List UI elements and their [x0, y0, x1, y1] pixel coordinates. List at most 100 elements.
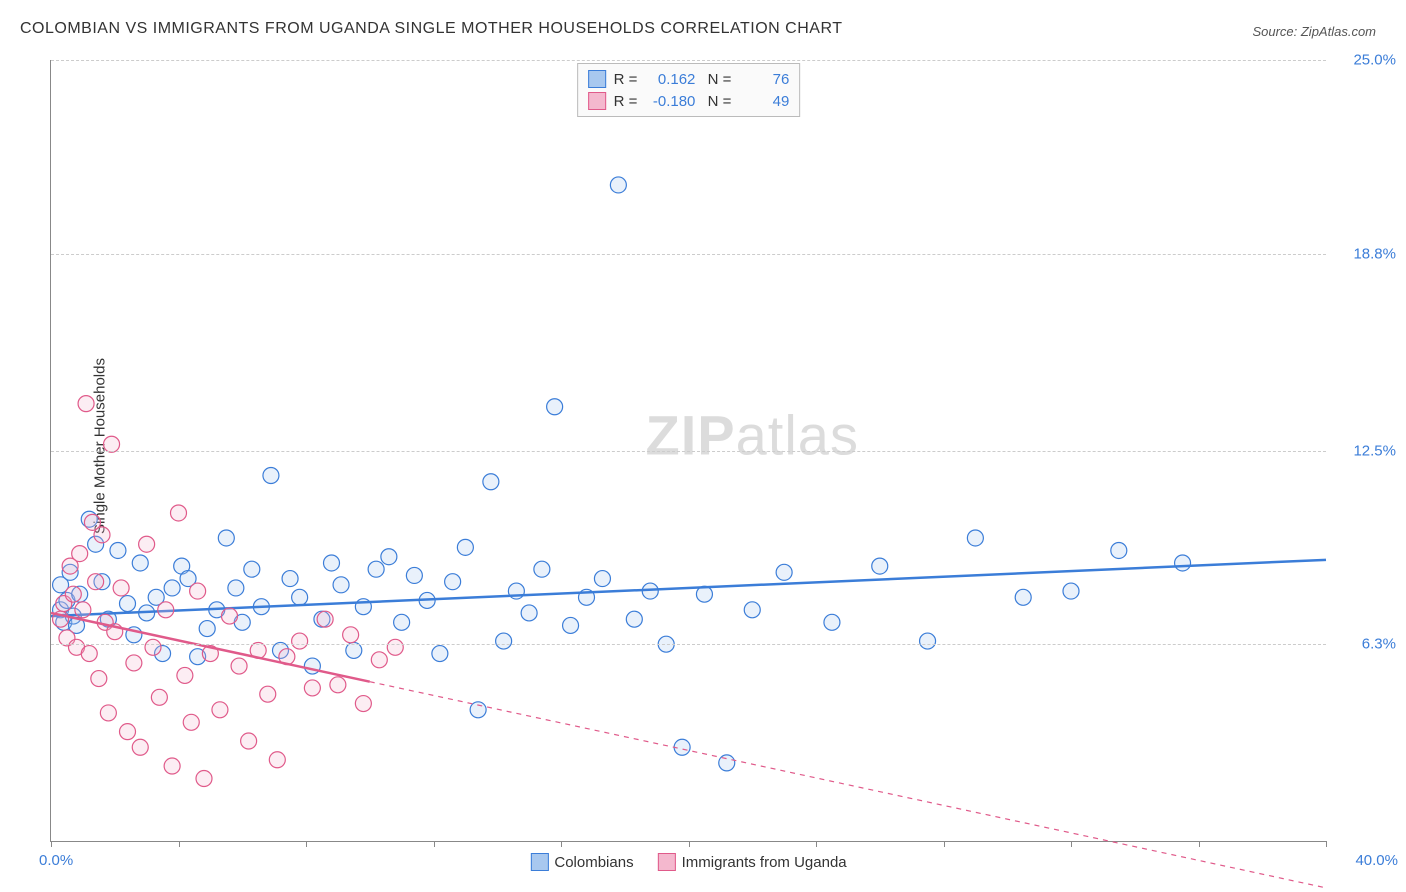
data-point	[263, 467, 279, 483]
data-point	[158, 602, 174, 618]
data-point	[145, 639, 161, 655]
data-point	[218, 530, 234, 546]
y-tick-label: 18.8%	[1336, 245, 1396, 262]
x-tick	[306, 841, 307, 847]
x-tick	[434, 841, 435, 847]
data-point	[171, 505, 187, 521]
data-point	[113, 580, 129, 596]
data-point	[594, 571, 610, 587]
x-tick	[689, 841, 690, 847]
data-point	[241, 733, 257, 749]
data-point	[824, 614, 840, 630]
gridline	[51, 451, 1326, 452]
data-point	[457, 539, 473, 555]
legend-swatch-1	[658, 853, 676, 871]
data-point	[126, 655, 142, 671]
data-point	[212, 702, 228, 718]
legend-item-1: Immigrants from Uganda	[658, 853, 847, 871]
data-point	[292, 589, 308, 605]
data-point	[547, 399, 563, 415]
x-tick	[1199, 841, 1200, 847]
data-point	[231, 658, 247, 674]
data-point	[132, 739, 148, 755]
data-point	[394, 614, 410, 630]
x-tick	[51, 841, 52, 847]
data-point	[381, 549, 397, 565]
data-point	[626, 611, 642, 627]
x-tick	[816, 841, 817, 847]
data-point	[610, 177, 626, 193]
data-point	[470, 702, 486, 718]
x-tick	[1071, 841, 1072, 847]
data-point	[776, 564, 792, 580]
x-tick	[944, 841, 945, 847]
data-point	[343, 627, 359, 643]
gridline	[51, 254, 1326, 255]
data-point	[744, 602, 760, 618]
data-point	[920, 633, 936, 649]
gridline	[51, 60, 1326, 61]
data-point	[872, 558, 888, 574]
data-point	[333, 577, 349, 593]
data-point	[387, 639, 403, 655]
data-point	[75, 602, 91, 618]
data-point	[282, 571, 298, 587]
data-point	[72, 546, 88, 562]
data-point	[260, 686, 276, 702]
data-point	[120, 596, 136, 612]
data-point	[304, 680, 320, 696]
chart-title: COLOMBIAN VS IMMIGRANTS FROM UGANDA SING…	[20, 20, 843, 38]
data-point	[534, 561, 550, 577]
data-point	[368, 561, 384, 577]
data-point	[110, 542, 126, 558]
data-point	[967, 530, 983, 546]
data-point	[177, 667, 193, 683]
data-point	[1175, 555, 1191, 571]
data-point	[445, 574, 461, 590]
data-point	[78, 396, 94, 412]
y-tick-label: 6.3%	[1336, 636, 1396, 653]
data-point	[244, 561, 260, 577]
data-point	[330, 677, 346, 693]
data-point	[65, 586, 81, 602]
x-tick	[561, 841, 562, 847]
legend: Colombians Immigrants from Uganda	[530, 853, 846, 871]
data-point	[483, 474, 499, 490]
y-tick-label: 25.0%	[1336, 52, 1396, 69]
x-axis-max-label: 40.0%	[1355, 852, 1398, 869]
data-point	[1111, 542, 1127, 558]
data-point	[196, 771, 212, 787]
data-point	[317, 611, 333, 627]
legend-item-0: Colombians	[530, 853, 633, 871]
data-point	[371, 652, 387, 668]
data-point	[100, 705, 116, 721]
data-point	[292, 633, 308, 649]
data-point	[190, 583, 206, 599]
data-point	[139, 536, 155, 552]
data-point	[719, 755, 735, 771]
y-tick-label: 12.5%	[1336, 442, 1396, 459]
legend-swatch-0	[530, 853, 548, 871]
legend-label-0: Colombians	[554, 854, 633, 871]
gridline	[51, 644, 1326, 645]
data-point	[222, 608, 238, 624]
data-point	[324, 555, 340, 571]
data-point	[151, 689, 167, 705]
data-point	[164, 580, 180, 596]
trend-line-dashed	[370, 682, 1326, 888]
data-point	[1015, 589, 1031, 605]
x-axis-min-label: 0.0%	[39, 852, 73, 869]
data-point	[81, 646, 97, 662]
data-point	[406, 567, 422, 583]
source-attribution: Source: ZipAtlas.com	[1252, 24, 1376, 39]
data-point	[132, 555, 148, 571]
data-point	[94, 527, 110, 543]
data-point	[228, 580, 244, 596]
data-point	[496, 633, 512, 649]
data-point	[164, 758, 180, 774]
data-point	[355, 696, 371, 712]
data-point	[1063, 583, 1079, 599]
legend-label-1: Immigrants from Uganda	[682, 854, 847, 871]
data-point	[120, 724, 136, 740]
data-point	[199, 621, 215, 637]
